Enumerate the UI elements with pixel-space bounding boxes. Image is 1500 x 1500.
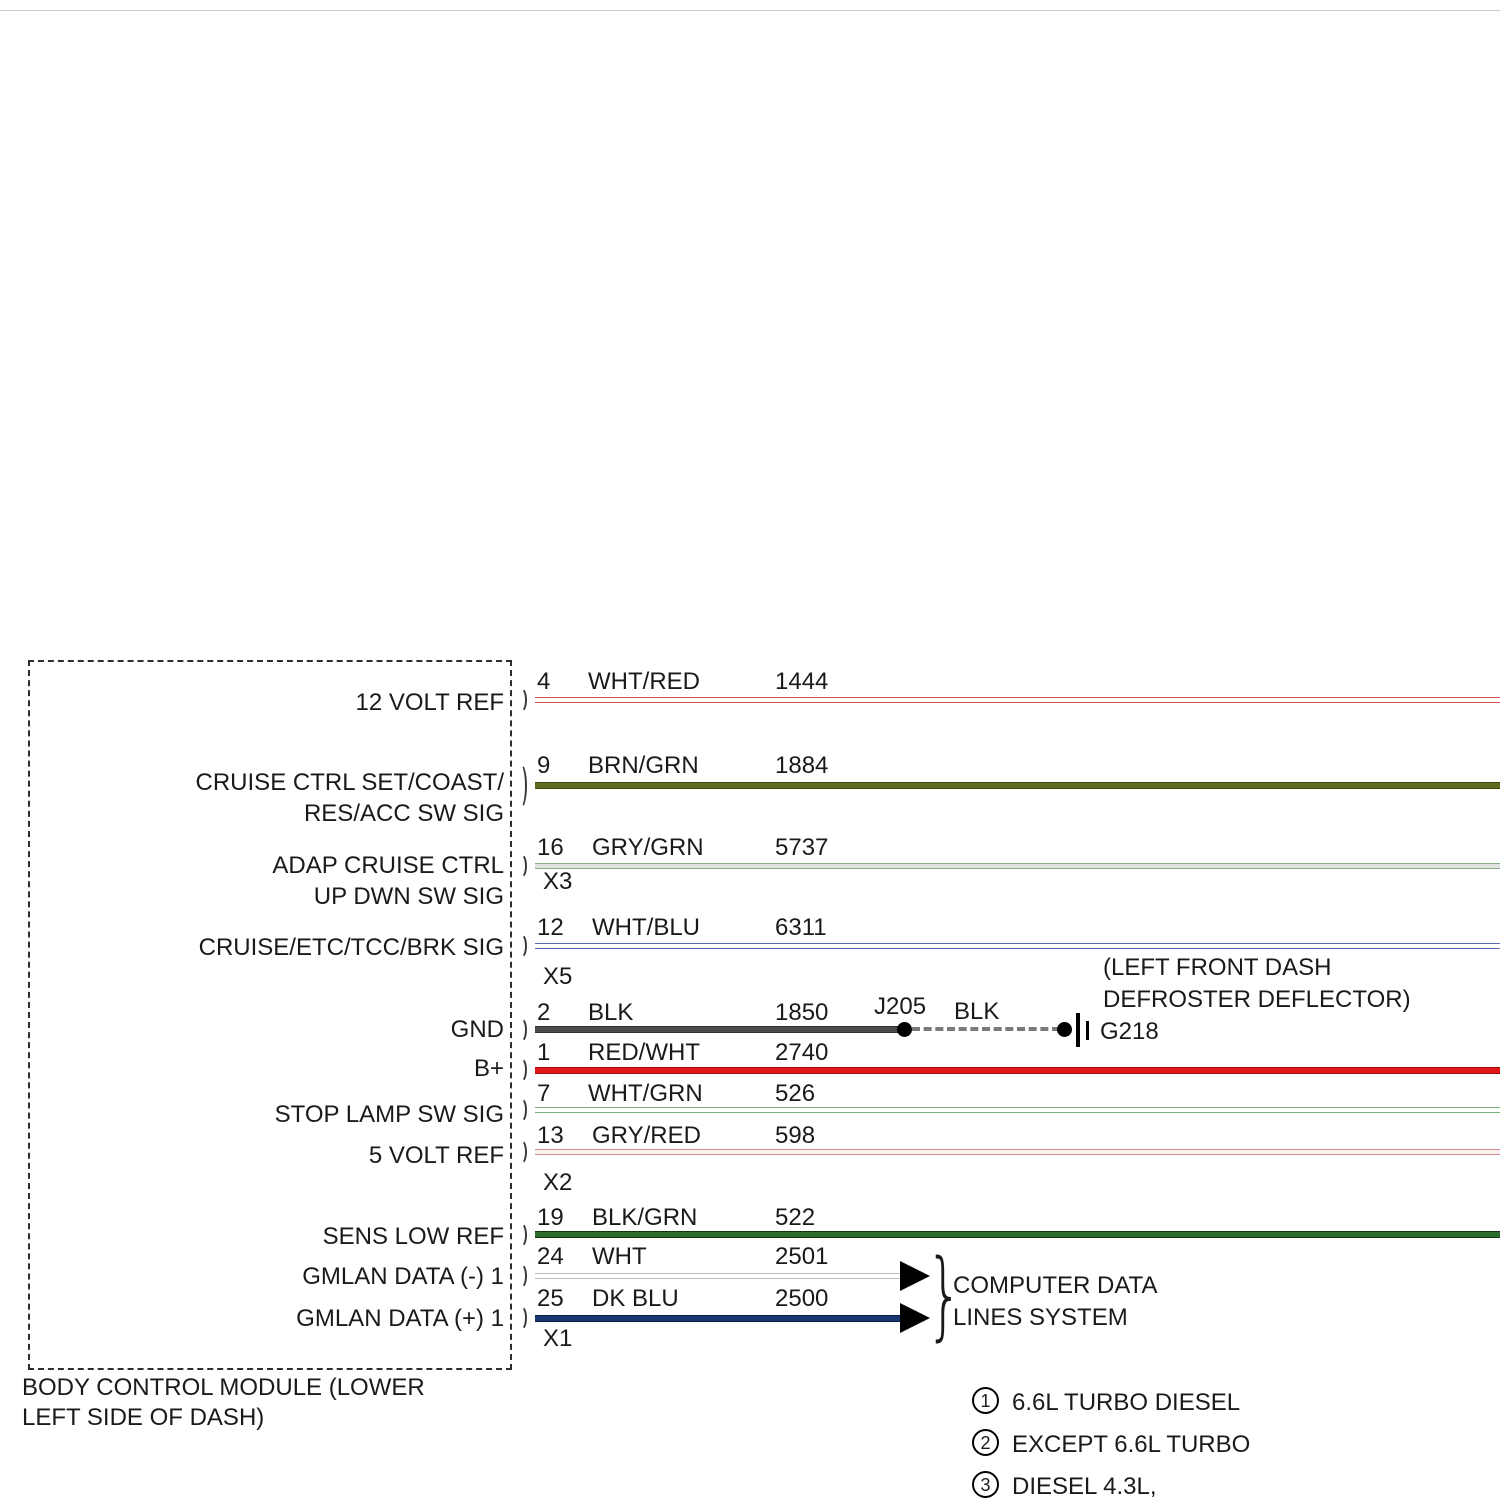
pin-number: 24 (537, 1243, 564, 1270)
signal-label: 5 VOLT REF (368, 1142, 504, 1169)
circuit-number: 2501 (775, 1243, 829, 1270)
wire-line (535, 1067, 1500, 1074)
module-name-line1: BODY CONTROL MODULE (LOWER (22, 1374, 425, 1401)
splice-dot (897, 1022, 912, 1037)
wire-color-code: BLK/GRN (592, 1204, 698, 1231)
wire-line (535, 1315, 903, 1322)
ground-dashed-wire (912, 1027, 1060, 1031)
wire-line (535, 1273, 903, 1279)
wire-color-code: DK BLU (592, 1285, 679, 1312)
footnote-3-text: DIESEL 4.3L, (1012, 1473, 1157, 1500)
connector-pin-arc (514, 933, 527, 959)
connector-code-x2: X2 (543, 1169, 573, 1196)
wire-color-code: RED/WHT (588, 1039, 700, 1066)
wire-line (535, 863, 1500, 869)
signal-label: GMLAN DATA (-) 1 (302, 1263, 504, 1290)
circuit-number: 522 (775, 1204, 816, 1231)
wire-color-code: WHT/RED (588, 668, 700, 695)
module-name-line2: LEFT SIDE OF DASH) (22, 1404, 265, 1431)
circuit-number: 1850 (775, 999, 829, 1026)
pin-number: 2 (537, 999, 551, 1026)
connector-pin-arc (514, 1057, 527, 1083)
circuit-number: 2500 (775, 1285, 829, 1312)
circuit-number: 6311 (775, 914, 827, 941)
ground-wire-color: BLK (954, 998, 1000, 1025)
circuit-number: 1884 (775, 752, 829, 779)
wire-line (535, 782, 1500, 789)
pin-number: 4 (537, 668, 551, 695)
wire-color-code: BLK (588, 999, 634, 1026)
connector-code-x1: X1 (543, 1325, 573, 1352)
data-line-arrow (900, 1303, 930, 1333)
circuit-number: 526 (775, 1080, 816, 1107)
footnote-1-text: 6.6L TURBO DIESEL (1012, 1389, 1241, 1416)
ground-location-line2: DEFROSTER DEFLECTOR) (1103, 986, 1411, 1013)
splice-label: J205 (874, 993, 927, 1020)
connector-pin-arc (514, 1139, 527, 1165)
pin-number: 1 (537, 1039, 551, 1066)
wire-color-code: WHT (592, 1243, 647, 1270)
connector-pin-arc (514, 1222, 527, 1248)
circuit-number: 1444 (775, 668, 829, 695)
pin-number: 19 (537, 1204, 564, 1231)
wire-color-code: WHT/GRN (588, 1080, 703, 1107)
pin-number: 12 (537, 914, 564, 941)
connector-pin-arc (514, 1263, 527, 1289)
data-lines-brace: } (926, 1239, 963, 1351)
wire-line (535, 697, 1500, 703)
pin-number: 25 (537, 1285, 564, 1312)
wire-color-code: GRY/RED (592, 1122, 701, 1149)
signal-label: GND (450, 1016, 504, 1043)
signal-label: 12 VOLT REF (355, 689, 505, 716)
wire-line (535, 943, 1500, 949)
signal-label: ADAP CRUISE CTRL (272, 852, 504, 879)
wire-line (535, 1026, 900, 1033)
signal-label: CRUISE CTRL SET/COAST/ (195, 769, 504, 796)
signal-label: RES/ACC SW SIG (303, 800, 504, 827)
ground-junction-dot (1057, 1022, 1072, 1037)
ground-label: G218 (1100, 1018, 1159, 1045)
circuit-number: 5737 (775, 834, 829, 861)
data-line-arrow (900, 1261, 930, 1291)
connector-pin-arc (514, 1305, 527, 1331)
pin-number: 7 (537, 1080, 551, 1107)
connector-pin-arc (514, 687, 527, 713)
footnote-2-number: 2 (972, 1429, 999, 1456)
pin-number: 13 (537, 1122, 564, 1149)
ground-symbol-bar (1076, 1013, 1080, 1047)
connector-pin-arc (514, 1017, 527, 1043)
signal-label: SENS LOW REF (322, 1223, 504, 1250)
wire-color-code: BRN/GRN (588, 752, 699, 779)
wire-line (535, 1107, 1500, 1113)
connector-code-x5: X5 (543, 963, 573, 990)
footnote-3-number: 3 (972, 1471, 999, 1498)
connector-pin-arc (514, 853, 527, 879)
signal-label: STOP LAMP SW SIG (274, 1101, 504, 1128)
connector-pin-arc (514, 763, 527, 809)
footnote-1-number: 1 (972, 1387, 999, 1414)
body-control-module-box (28, 660, 512, 1370)
pin-number: 16 (537, 834, 564, 861)
connector-pin-arc (514, 1097, 527, 1123)
wire-line (535, 1231, 1500, 1238)
wire-color-code: WHT/BLU (592, 914, 700, 941)
signal-label: CRUISE/ETC/TCC/BRK SIG (198, 934, 504, 961)
data-lines-destination-line1: COMPUTER DATA (953, 1272, 1158, 1299)
pin-number: 9 (537, 752, 551, 779)
circuit-number: 2740 (775, 1039, 829, 1066)
wire-color-code: GRY/GRN (592, 834, 704, 861)
signal-label: UP DWN SW SIG (313, 883, 504, 910)
ground-location-line1: (LEFT FRONT DASH (1103, 954, 1332, 981)
circuit-number: 598 (775, 1122, 816, 1149)
ground-symbol-bar-small (1086, 1021, 1089, 1040)
wire-line (535, 1149, 1500, 1155)
signal-label: GMLAN DATA (+) 1 (296, 1305, 504, 1332)
connector-code-x3: X3 (543, 868, 573, 895)
signal-label: B+ (473, 1055, 504, 1082)
data-lines-destination-line2: LINES SYSTEM (953, 1304, 1128, 1331)
footnote-2-text: EXCEPT 6.6L TURBO (1012, 1431, 1251, 1458)
page-top-rule (0, 10, 1500, 11)
